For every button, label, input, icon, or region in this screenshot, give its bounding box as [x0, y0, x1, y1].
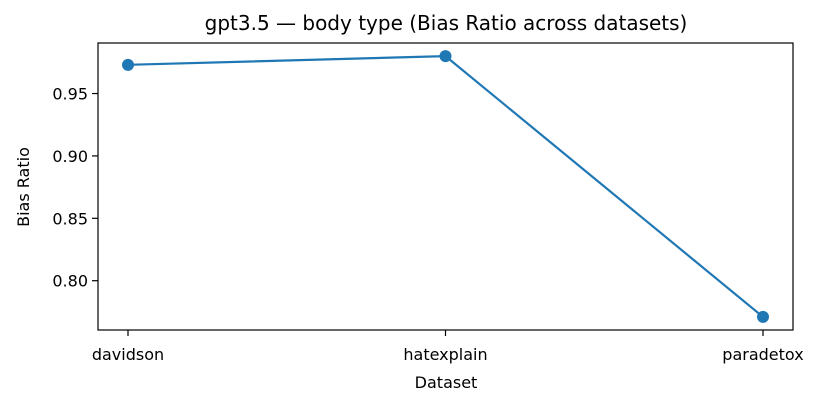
- series-group: [122, 50, 769, 323]
- x-tick-label: paradetox: [722, 345, 803, 364]
- plot-frame: [97, 42, 794, 331]
- x-tick-label: hatexplain: [403, 345, 487, 364]
- y-tick-label: 0.95: [52, 85, 88, 104]
- data-point: [122, 58, 134, 71]
- chart-title: gpt3.5 — body type (Bias Ratio across da…: [205, 11, 688, 35]
- x-tick-label: davidson: [92, 345, 164, 364]
- series-line: [127, 54, 764, 318]
- y-tick-label: 0.80: [52, 272, 88, 291]
- y-tick-label: 0.90: [52, 147, 88, 166]
- y-axis: 0.80 0.85 0.90 0.95: [52, 85, 98, 291]
- data-point: [757, 310, 769, 323]
- y-axis-label: Bias Ratio: [14, 147, 33, 227]
- data-point: [439, 50, 452, 63]
- x-axis: davidson hatexplain paradetox: [92, 330, 804, 364]
- plot-area: 0.80 0.85 0.90 0.95 davidson hatexplain parad…: [52, 42, 804, 364]
- y-tick-label: 0.85: [52, 209, 88, 228]
- x-axis-label: Dataset: [415, 373, 478, 392]
